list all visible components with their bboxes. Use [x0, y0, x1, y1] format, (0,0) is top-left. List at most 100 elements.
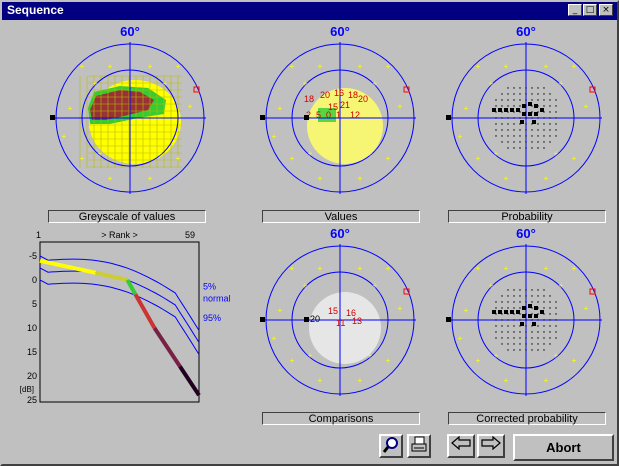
- probability-dot: [525, 141, 527, 143]
- plus-marker: +: [464, 104, 469, 113]
- probability-square: [516, 108, 520, 112]
- probability-dot: [549, 135, 551, 137]
- probability-dot: [501, 325, 503, 327]
- probability-dot: [507, 117, 509, 119]
- probability-dot: [513, 93, 515, 95]
- plus-marker: +: [489, 281, 494, 290]
- probability-square: [528, 112, 532, 116]
- probability-dot: [519, 123, 521, 125]
- probability-dot: [549, 337, 551, 339]
- red-marker: [403, 288, 410, 295]
- probability-dot: [519, 295, 521, 297]
- blind-spot-marker: [260, 317, 265, 322]
- probability-dot: [501, 313, 503, 315]
- y-tick-label: 20: [27, 371, 37, 381]
- plus-marker: +: [176, 154, 181, 163]
- plus-marker: +: [554, 351, 559, 360]
- probability-dot: [549, 141, 551, 143]
- comparison-number: 13: [352, 316, 362, 326]
- probability-dot: [537, 87, 539, 89]
- minimize-button[interactable]: _: [568, 4, 582, 16]
- visual-field-5: 60° + + + + + + + + + + + + + + +: [446, 226, 602, 396]
- plus-marker: +: [358, 264, 363, 273]
- probability-square: [540, 108, 544, 112]
- probability-dot: [531, 289, 533, 291]
- next-button[interactable]: [477, 434, 505, 458]
- plus-marker: +: [68, 104, 73, 113]
- probability-dot: [513, 123, 515, 125]
- probability-square: [522, 104, 526, 108]
- visual-field-1: 60° + + + + + + + + + + + + + + +: [50, 24, 206, 194]
- value-number: 16: [334, 88, 344, 98]
- probability-dot: [531, 349, 533, 351]
- plus-marker: +: [504, 174, 509, 183]
- probability-dot: [495, 301, 497, 303]
- probability-dot: [555, 319, 557, 321]
- probability-dot: [549, 93, 551, 95]
- probability-dot: [537, 337, 539, 339]
- probability-dot: [543, 141, 545, 143]
- plus-marker: +: [290, 356, 295, 365]
- plus-marker: +: [494, 351, 499, 360]
- blind-spot-marker: [446, 317, 451, 322]
- probability-dot: [507, 307, 509, 309]
- probability-dot: [555, 301, 557, 303]
- probability-dot: [531, 87, 533, 89]
- probability-dot: [501, 337, 503, 339]
- probability-dot: [549, 319, 551, 321]
- plus-marker: +: [373, 79, 378, 88]
- probability-dot: [531, 99, 533, 101]
- zoom-button[interactable]: [379, 434, 403, 458]
- plus-marker: +: [80, 154, 85, 163]
- value-number: 15: [328, 102, 338, 112]
- probability-square: [510, 310, 514, 314]
- probability-dot: [549, 99, 551, 101]
- probability-square: [520, 322, 524, 326]
- probability-dot: [519, 289, 521, 291]
- probability-dot: [519, 105, 521, 107]
- plus-marker: +: [544, 264, 549, 273]
- probability-dot: [525, 123, 527, 125]
- maximize-button[interactable]: □: [583, 4, 597, 16]
- greyscale-label: Greyscale of values: [48, 210, 206, 223]
- probability-dot: [531, 301, 533, 303]
- rank-plot-frame: [39, 241, 200, 403]
- probability-dot: [543, 307, 545, 309]
- value-number: 20: [358, 94, 368, 104]
- plus-marker: +: [489, 79, 494, 88]
- plus-marker: +: [318, 174, 323, 183]
- probability-dot: [519, 99, 521, 101]
- close-button[interactable]: ×: [599, 4, 613, 16]
- probability-dot: [537, 141, 539, 143]
- probability-dot: [531, 325, 533, 327]
- comparison-number: 15: [328, 306, 338, 316]
- probability-dot: [531, 141, 533, 143]
- y-tick-label: 25: [27, 395, 37, 405]
- plus-marker: +: [476, 356, 481, 365]
- plus-marker: +: [572, 356, 577, 365]
- value-number: 0: [326, 110, 331, 120]
- probability-dot: [501, 93, 503, 95]
- abort-button[interactable]: Abort: [513, 434, 614, 461]
- probability-dot: [537, 111, 539, 113]
- probability-dot: [525, 295, 527, 297]
- plus-marker: +: [584, 304, 589, 313]
- plus-marker: +: [476, 154, 481, 163]
- probability-dot: [507, 99, 509, 101]
- previous-button[interactable]: [447, 434, 475, 458]
- plus-marker: +: [308, 149, 313, 158]
- comparisons-label: Comparisons: [262, 412, 420, 425]
- probability-square: [522, 112, 526, 116]
- probability-dot: [549, 295, 551, 297]
- probability-dot: [501, 105, 503, 107]
- plus-marker: +: [148, 62, 153, 71]
- probability-dot: [501, 319, 503, 321]
- probability-dot: [519, 147, 521, 149]
- probability-dot: [555, 129, 557, 131]
- y-tick-label: 15: [27, 347, 37, 357]
- values-label: Values: [262, 210, 420, 223]
- print-button[interactable]: [407, 434, 431, 458]
- probability-dot: [543, 331, 545, 333]
- probability-dot: [537, 343, 539, 345]
